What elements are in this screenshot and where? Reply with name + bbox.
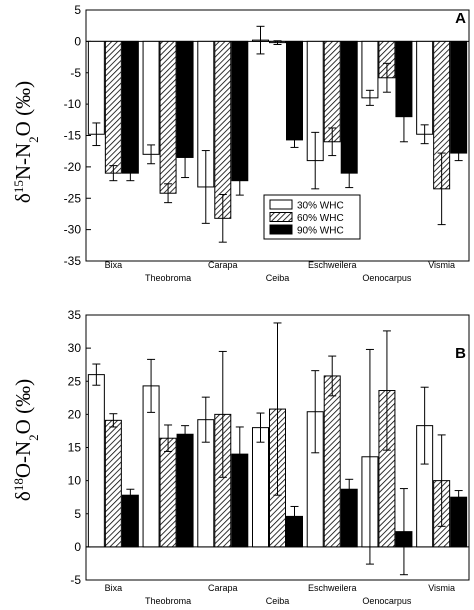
panel-a-category-ceiba: Ceiba xyxy=(266,273,290,283)
panel-a-category-labels: Bixa Theobroma Carapa Ceiba Eschweilera Oenoc… xyxy=(105,260,455,283)
legend-swatch-90whc xyxy=(269,224,293,235)
panel-b-ytick-label: 15 xyxy=(68,441,82,455)
panel-a-ytick-label: -25 xyxy=(64,191,82,205)
panel-b-bar-theobroma-90whc xyxy=(176,433,194,548)
panel-b-y-ticks: 35 30 25 20 15 10 5 0 -5 xyxy=(68,308,91,587)
panel-a-ytick-label: -10 xyxy=(64,97,82,111)
panel-b-bar-ceiba-30whc xyxy=(252,427,269,548)
panel-a-category-eschweilera: Eschweilera xyxy=(308,260,357,270)
legend-swatch-30whc xyxy=(269,199,293,210)
legend-label-90whc: 90% WHC xyxy=(297,226,344,237)
panel-b-label: B xyxy=(455,345,466,362)
panel-b-ytick-label: 30 xyxy=(68,341,82,355)
panel-a-bar-theobroma-30whc xyxy=(142,40,160,155)
panel-a: δ15N-N2O (‰) A 5 0 -5 -10 -15 -20 -25 -30 -35 Bi… xyxy=(11,3,470,283)
panel-a-category-theobroma: Theobroma xyxy=(145,273,191,283)
panel-b-ytick-label: 10 xyxy=(68,474,82,488)
panel-b-category-ceiba: Ceiba xyxy=(266,596,290,606)
panel-a-category-vismia: Vismia xyxy=(428,260,455,270)
panel-a-bar-ceiba-90whc xyxy=(286,40,303,141)
panel-b-bar-eschweilera-60whc xyxy=(323,375,341,548)
panel-b-bar-bixa-60whc xyxy=(104,419,122,548)
panel-a-ytick-label: -15 xyxy=(64,129,82,143)
panel-b-ylabel: δ18O-N2O (‰) xyxy=(11,379,41,501)
panel-a-ylabel: δ15N-N2O (‰) xyxy=(11,81,41,203)
panel-b-ytick-label: 25 xyxy=(68,374,82,388)
panel-b-ytick-label: 5 xyxy=(74,507,81,521)
panel-a-bar-eschweilera-60whc xyxy=(323,40,341,143)
panel-b-category-theobroma: Theobroma xyxy=(145,596,191,606)
panel-b-ytick-label: 35 xyxy=(68,308,82,322)
panel-b-bars xyxy=(86,322,469,576)
panel-a-ytick-label: -5 xyxy=(70,66,81,80)
panel-b-category-vismia: Vismia xyxy=(428,583,455,593)
panel-a-ytick-label: -20 xyxy=(64,160,82,174)
panel-b-category-oenocarpus: Oenocarpus xyxy=(362,596,412,606)
panel-b-category-bixa: Bixa xyxy=(105,583,123,593)
panel-a-bar-bixa-60whc xyxy=(104,40,122,174)
panel-b-category-carapa: Carapa xyxy=(208,583,238,593)
panel-b-ytick-label: 0 xyxy=(74,540,81,554)
panel-b-frame xyxy=(85,314,470,581)
panel-a-ytick-label: 5 xyxy=(74,3,81,17)
panel-a-bar-vismia-90whc xyxy=(450,40,468,154)
panel-a-ytick-label: -30 xyxy=(64,223,82,237)
panel-a-bar-carapa-90whc xyxy=(231,40,249,182)
panel-a-category-oenocarpus: Oenocarpus xyxy=(362,273,412,283)
panel-b: δ18O-N2O (‰) B 35 30 25 20 15 10 5 0 -5 Bixa Theo… xyxy=(11,308,470,606)
panel-a-label: A xyxy=(455,10,466,27)
panel-a-frame xyxy=(85,9,470,262)
panel-b-bar-vismia-90whc xyxy=(450,496,468,548)
panel-a-ytick-label: 0 xyxy=(74,34,81,48)
panel-b-bar-bixa-30whc xyxy=(87,374,105,548)
panel-b-ytick-label: 20 xyxy=(68,407,82,421)
panel-a-category-bixa: Bixa xyxy=(105,260,123,270)
panel-b-bar-bixa-90whc xyxy=(121,494,139,548)
panel-a-bar-bixa-90whc xyxy=(121,40,139,174)
legend-label-60whc: 60% WHC xyxy=(297,213,344,224)
panel-a-y-ticks: 5 0 -5 -10 -15 -20 -25 -30 -35 xyxy=(64,3,91,268)
panel-b-category-labels: Bixa Theobroma Carapa Ceiba Eschweilera Oenoc… xyxy=(105,583,455,606)
panel-b-bar-theobroma-60whc xyxy=(159,437,177,548)
panel-a-bar-bixa-30whc xyxy=(87,40,105,135)
panel-a-ytick-label: -35 xyxy=(64,254,82,268)
panel-a-bar-oenocarpus-30whc xyxy=(361,40,379,99)
legend-swatch-60whc xyxy=(269,212,293,222)
panel-a-bar-carapa-60whc xyxy=(214,40,232,219)
panel-a-category-carapa: Carapa xyxy=(208,260,238,270)
panel-b-category-eschweilera: Eschweilera xyxy=(308,583,357,593)
panel-a-bar-eschweilera-90whc xyxy=(340,40,358,174)
panel-a-bar-vismia-30whc xyxy=(416,40,434,135)
panel-a-bars xyxy=(86,25,469,243)
panel-b-ytick-label: -5 xyxy=(70,573,81,587)
panel-a-bar-theobroma-60whc xyxy=(159,40,177,194)
legend-label-30whc: 30% WHC xyxy=(297,201,344,212)
